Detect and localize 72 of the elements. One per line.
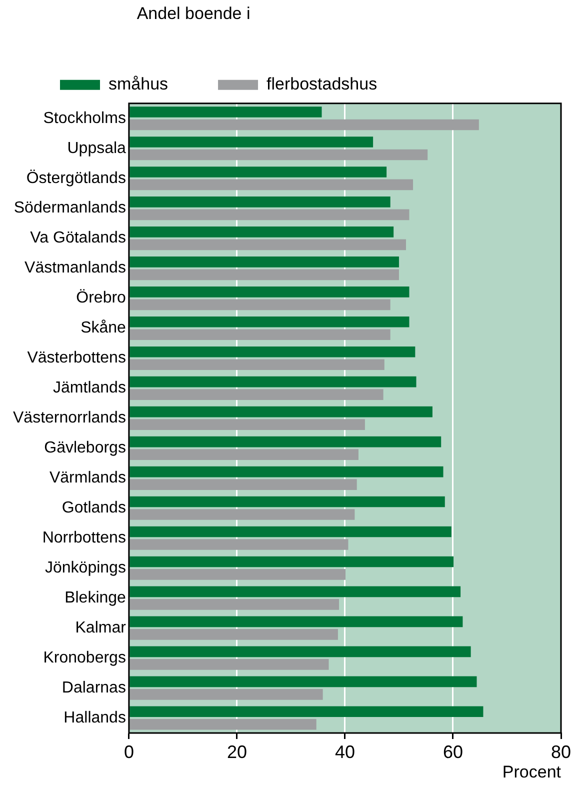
- bar: [130, 539, 348, 550]
- bar: [130, 376, 416, 388]
- bar: [130, 286, 410, 298]
- bar: [130, 119, 479, 130]
- y-tick-label: Jämtlands: [53, 380, 126, 397]
- bar: [130, 688, 323, 700]
- bar: [130, 616, 463, 628]
- bar: [130, 329, 390, 340]
- bar: [130, 659, 329, 670]
- legend-label: småhus: [108, 74, 168, 94]
- bar: [130, 479, 357, 490]
- y-tick-label: Jönköpings: [44, 560, 126, 577]
- bar: [130, 406, 432, 418]
- bar: [130, 419, 365, 430]
- x-tick-label: 20: [226, 742, 247, 762]
- y-tick-label: Gotlands: [62, 500, 126, 517]
- bar: [130, 209, 410, 220]
- bar: [130, 136, 374, 148]
- x-tick-label: 40: [334, 742, 355, 762]
- bar: [130, 166, 387, 178]
- bar: [130, 179, 414, 190]
- y-tick-label: Kronobergs: [43, 649, 126, 666]
- bar: [130, 646, 471, 658]
- y-tick-label: Uppsala: [67, 140, 126, 157]
- bar: [130, 299, 390, 310]
- bar: [130, 569, 346, 580]
- bar: [130, 389, 384, 400]
- y-tick-label: Stockholms: [43, 110, 126, 127]
- bar: [130, 226, 394, 238]
- legend-title: Andel boende i: [136, 4, 250, 24]
- bar: [130, 509, 355, 520]
- legend-label: flerbostadshus: [266, 74, 378, 94]
- y-tick-label: Hallands: [64, 709, 126, 726]
- y-tick-label: Västmanlands: [24, 260, 126, 277]
- y-tick-label: Va Götalands: [30, 230, 126, 247]
- bar: [130, 586, 461, 598]
- bar: [130, 269, 399, 280]
- bar: [130, 196, 390, 208]
- y-tick-label: Västernorrlands: [12, 410, 126, 427]
- bar: [130, 629, 338, 640]
- y-tick-label: Skåne: [80, 320, 126, 337]
- bar: [130, 556, 454, 568]
- bar: [130, 449, 358, 460]
- y-tick-label: Östergötlands: [26, 168, 126, 187]
- bar: [130, 106, 322, 118]
- y-tick-label: Kalmar: [75, 619, 127, 636]
- y-tick-label: Dalarnas: [62, 679, 126, 696]
- x-tick-label: 80: [550, 742, 572, 762]
- bar: [130, 599, 340, 610]
- y-tick-label: Örebro: [76, 288, 126, 307]
- bar: [130, 718, 316, 730]
- x-axis-title: Procent: [502, 762, 562, 782]
- bar: [130, 346, 416, 358]
- y-tick-label: Gävleborgs: [44, 440, 126, 457]
- bar: [130, 436, 442, 448]
- y-tick-label: Blekinge: [64, 589, 126, 606]
- bar: [130, 359, 384, 370]
- bar: [130, 316, 410, 328]
- x-tick-label: 60: [442, 742, 463, 762]
- y-tick-label: Södermanlands: [14, 200, 126, 217]
- bar: [130, 496, 445, 508]
- x-tick-label: 0: [124, 742, 134, 762]
- bar: [130, 706, 484, 718]
- bar: [130, 466, 444, 478]
- bar: [130, 239, 406, 250]
- bar: [130, 149, 428, 160]
- bar: [130, 256, 399, 268]
- y-tick-label: Värmlands: [49, 470, 126, 487]
- bar: [130, 526, 452, 538]
- bar: [130, 676, 477, 688]
- y-tick-label: Västerbottens: [27, 350, 126, 367]
- y-tick-label: Norrbottens: [42, 530, 126, 547]
